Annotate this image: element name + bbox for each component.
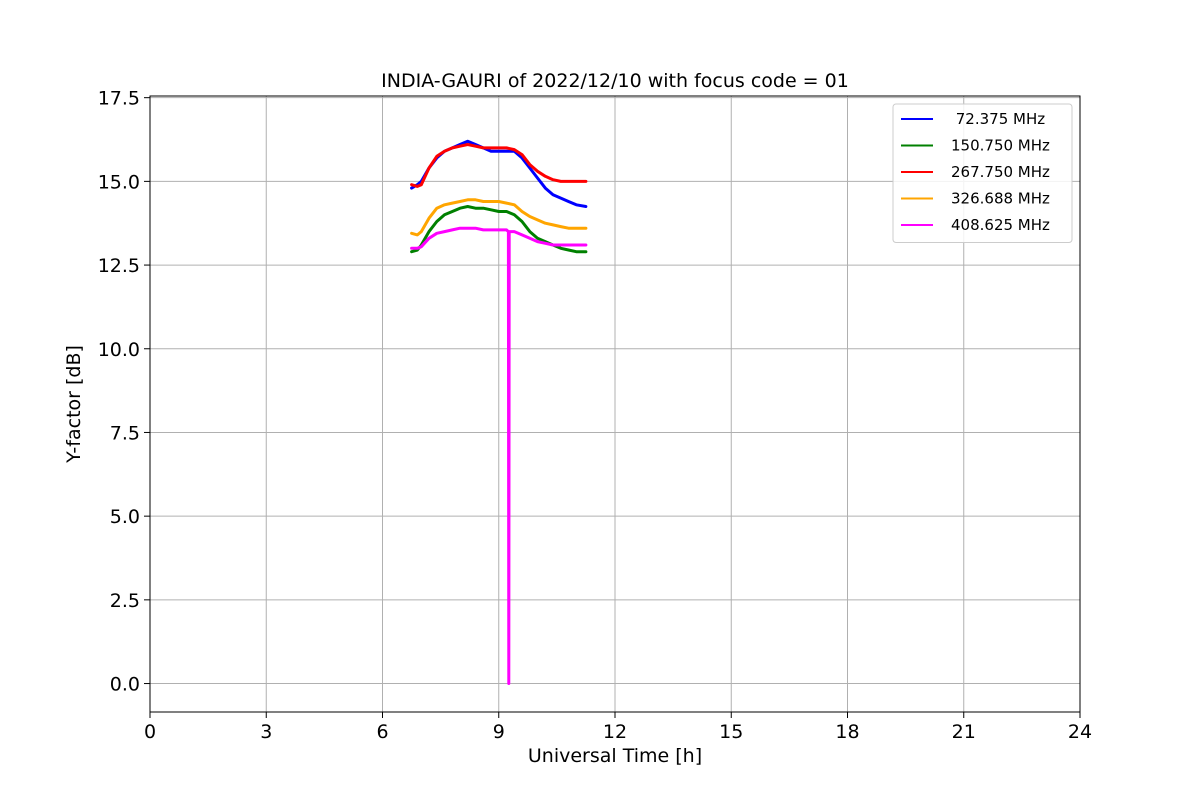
x-tick-label: 24 <box>1068 721 1092 743</box>
legend-label: 408.625 MHz <box>951 216 1050 234</box>
chart-title: INDIA-GAURI of 2022/12/10 with focus cod… <box>381 70 849 92</box>
x-axis-label: Universal Time [h] <box>528 745 702 767</box>
y-axis-label: Y-factor [dB] <box>63 345 85 464</box>
legend-label: 150.750 MHz <box>951 137 1050 155</box>
y-tick-label: 10.0 <box>98 339 140 361</box>
x-tick-label: 9 <box>493 721 505 743</box>
y-tick-label: 17.5 <box>98 88 140 110</box>
y-tick-label: 0.0 <box>110 674 140 696</box>
x-tick-label: 6 <box>376 721 388 743</box>
series-line-4 <box>410 226 588 685</box>
legend-label: 267.750 MHz <box>951 163 1050 181</box>
x-tick-label: 21 <box>952 721 976 743</box>
legend-box <box>892 103 1073 243</box>
x-tick-label: 3 <box>260 721 272 743</box>
series-line-2 <box>410 143 588 188</box>
y-tick-label: 12.5 <box>98 255 140 277</box>
legend-label: 72.375 MHz <box>951 110 1045 128</box>
y-tick-label: 5.0 <box>110 506 140 528</box>
ticks: 0 3 6 9 12 15 18 21 24 0.0 2.5 5.0 7.5 10.0 12.5 15.0 17… <box>98 88 1092 743</box>
legend-label: 326.688 MHz <box>951 190 1050 208</box>
x-tick-label: 18 <box>835 721 859 743</box>
series-layer <box>410 139 588 685</box>
series-line-3 <box>410 198 588 237</box>
legend: 72.375 MHz 150.750 MHz 267.750 MHz 326.688 … <box>892 103 1073 243</box>
y-tick-label: 7.5 <box>110 422 140 444</box>
y-tick-label: 15.0 <box>98 171 140 193</box>
x-tick-label: 15 <box>719 721 743 743</box>
x-tick-label: 12 <box>603 721 627 743</box>
y-tick-label: 2.5 <box>110 590 140 612</box>
x-tick-label: 0 <box>144 721 156 743</box>
